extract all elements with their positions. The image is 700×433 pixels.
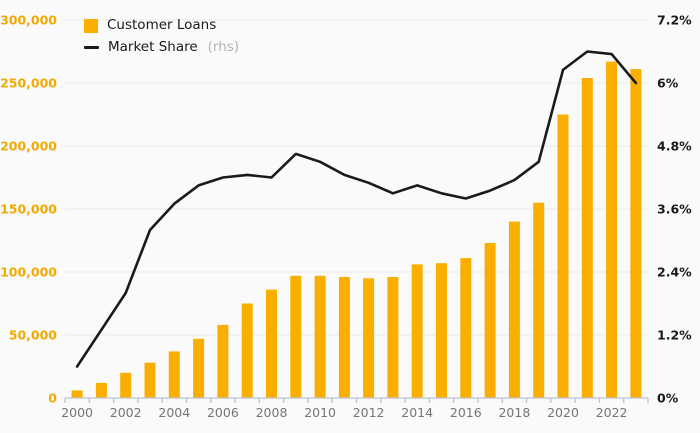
bar-2019 [533, 202, 545, 398]
x-axis-label-2016: 2016 [450, 405, 482, 420]
x-axis-label-2022: 2022 [596, 405, 628, 420]
bar-2007 [241, 303, 253, 398]
left-axis-label-200,000: 200,000 [0, 139, 57, 154]
x-axis-label-2008: 2008 [256, 405, 288, 420]
left-axis-label-50,000: 50,000 [9, 328, 58, 343]
right-axis-label-3.6%: 3.6% [657, 202, 692, 217]
bar-2017 [484, 243, 496, 398]
market-share-line-icon [84, 46, 99, 50]
left-axis-label-100,000: 100,000 [0, 265, 57, 280]
x-axis-label-2012: 2012 [353, 405, 385, 420]
bar-2013 [387, 277, 399, 398]
bar-2016 [460, 258, 472, 398]
bar-2012 [363, 278, 375, 398]
bar-2001 [95, 382, 107, 398]
bar-2005 [193, 338, 205, 398]
left-axis-label-250,000: 250,000 [0, 76, 57, 91]
x-axis-label-2018: 2018 [498, 405, 530, 420]
customer-loans-swatch-icon [84, 19, 98, 33]
bar-2000 [71, 390, 83, 398]
x-axis-label-2006: 2006 [207, 405, 239, 420]
bar-2015 [436, 263, 447, 398]
bar-2023 [630, 69, 642, 398]
right-axis-label-2.4%: 2.4% [657, 265, 692, 280]
x-axis-label-2014: 2014 [401, 405, 433, 420]
x-axis-label-2020: 2020 [547, 405, 579, 420]
right-axis-label-7.2%: 7.2% [657, 13, 692, 28]
bar-2006 [217, 324, 229, 398]
bar-2008 [266, 289, 277, 398]
bar-2009 [290, 275, 302, 398]
bar-2003 [144, 362, 156, 398]
legend-label-market-share: Market Share [108, 39, 198, 55]
legend-label-customer-loans: Customer Loans [107, 17, 217, 34]
legend-item-customer-loans: Customer Loans [84, 19, 239, 33]
bar-2011 [338, 277, 350, 398]
x-axis-label-2010: 2010 [304, 405, 336, 420]
right-axis-label-6%: 6% [657, 76, 679, 91]
bar-2021 [581, 78, 593, 398]
x-axis-label-2000: 2000 [61, 405, 93, 420]
x-axis-label-2002: 2002 [110, 405, 142, 420]
market-share-line [75, 50, 638, 368]
bar-2004 [168, 351, 180, 398]
x-axis-label-2004: 2004 [158, 405, 190, 420]
left-axis-label-0: 0 [48, 391, 57, 406]
legend-item-market-share: Market Share (rhs) [84, 39, 240, 55]
bar-2018 [508, 221, 520, 398]
bar-2022 [606, 61, 618, 398]
right-axis-label-0%: 0% [657, 391, 679, 406]
bar-2020 [557, 114, 569, 398]
bar-2010 [314, 275, 326, 398]
bar-2014 [411, 264, 423, 398]
legend-rhs-suffix: (rhs) [207, 39, 240, 55]
right-axis-label-1.2%: 1.2% [657, 328, 692, 343]
chart-legend: Customer Loans Market Share (rhs) [84, 19, 239, 55]
left-axis-label-300,000: 300,000 [0, 13, 57, 28]
right-axis-label-4.8%: 4.8% [657, 139, 692, 154]
bar-2002 [120, 372, 132, 398]
left-axis-label-150,000: 150,000 [0, 202, 57, 217]
